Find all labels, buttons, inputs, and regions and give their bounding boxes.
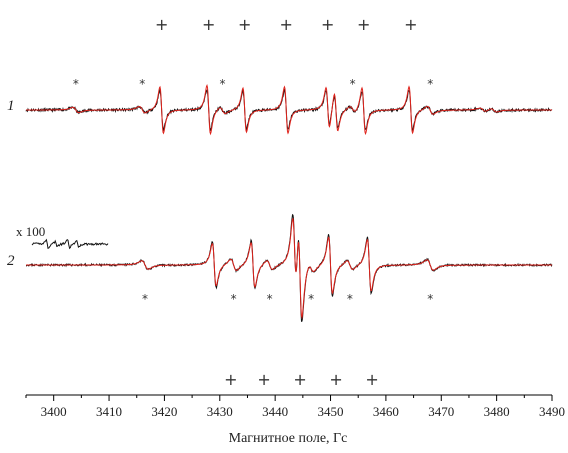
x-tick-label-3470: 3470 <box>428 404 454 419</box>
spectrum-2-star-marker: * <box>267 292 273 306</box>
spectrum-2-star-marker: * <box>142 292 148 306</box>
x-tick-label-3440: 3440 <box>262 404 288 419</box>
spectrum-2-plus-marker: + <box>224 370 237 389</box>
spectrum-1 <box>25 83 553 136</box>
spectrum-1-plus-marker: + <box>155 15 168 34</box>
x-axis-ticks: 3400 3410 3420 3430 3440 3450 3460 3470 3480 3490 <box>25 395 565 419</box>
spectrum-2-plus-marker: + <box>293 370 306 389</box>
spectrum-1-star-marker: * <box>350 77 356 91</box>
spectrum-2-scale-label: x 100 <box>16 224 45 239</box>
spectrum-2-star-marker: * <box>308 292 314 306</box>
spectrum-1-plus-marker: + <box>238 15 251 34</box>
spectrum-2 <box>26 213 553 323</box>
spectrum-2-x100-inset-line <box>31 238 109 250</box>
spectrum-2-star-marker: * <box>427 292 433 306</box>
spectrum-1-plus-marker: + <box>280 15 293 34</box>
spectrum-2-plus-marker: + <box>257 370 270 389</box>
x-tick-label-3410: 3410 <box>96 404 122 419</box>
x-tick-label-3450: 3450 <box>318 404 344 419</box>
line-markers: + + + + + + + * * * * * + + + + + * * * * * * <box>73 15 433 389</box>
x-tick-label-3430: 3430 <box>207 404 233 419</box>
spectrum-2-label: 2 <box>7 253 15 269</box>
spectrum-1-label: 1 <box>7 98 15 114</box>
spectrum-1-plus-marker: + <box>357 15 370 34</box>
x-tick-label-3400: 3400 <box>41 404 67 419</box>
x-axis-title: Магнитное поле, Гс <box>229 431 348 446</box>
spectrum-2-plus-marker: + <box>365 370 378 389</box>
x-tick-label-3480: 3480 <box>484 404 510 419</box>
spectrum-1-plus-marker: + <box>202 15 215 34</box>
spectrum-1-star-marker: * <box>220 77 226 91</box>
x-tick-label-3460: 3460 <box>373 404 399 419</box>
spectrum-2-star-marker: * <box>231 292 237 306</box>
x-tick-label-3420: 3420 <box>151 404 177 419</box>
spectrum-2-plus-marker: + <box>329 370 342 389</box>
x-tick-label-3490: 3490 <box>539 404 565 419</box>
spectrum-1-star-marker: * <box>73 77 79 91</box>
spectrum-2-simulated-line <box>26 217 552 320</box>
spectrum-1-plus-marker: + <box>321 15 334 34</box>
spectrum-2-experimental-line <box>26 213 553 323</box>
spectrum-1-plus-marker: + <box>404 15 417 34</box>
spectrum-1-star-marker: * <box>139 77 145 91</box>
spectrum-1-simulated-line <box>26 83 552 136</box>
spectrum-1-star-marker: * <box>427 77 433 91</box>
spectrum-2-star-marker: * <box>347 292 353 306</box>
